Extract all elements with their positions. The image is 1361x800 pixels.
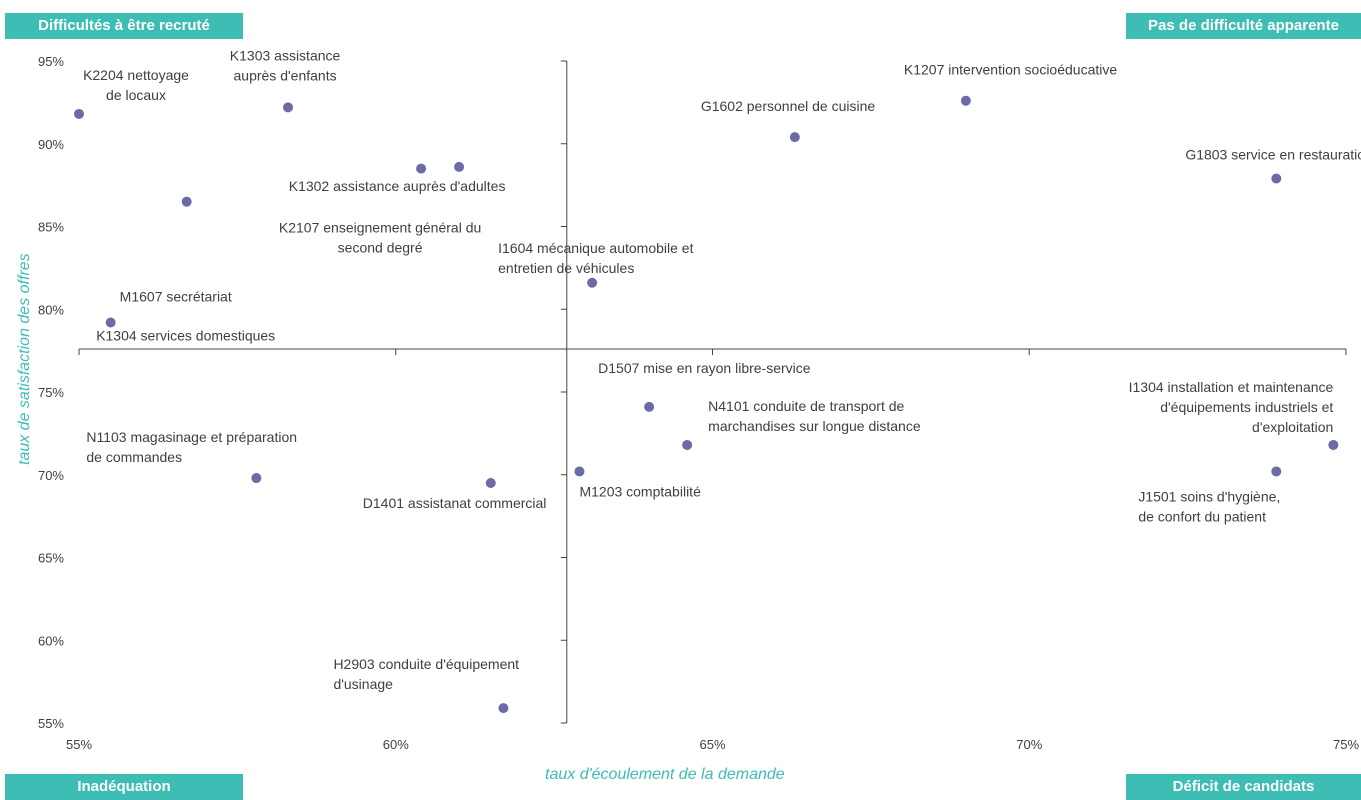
data-label-line: d'exploitation	[1252, 419, 1333, 435]
data-label: I1604 mécanique automobile et entretien d…	[498, 240, 693, 276]
data-label: M1203 comptabilité	[579, 483, 701, 499]
y-tick-label: 85%	[38, 220, 64, 235]
data-label-line: K1304 services domestiques	[96, 328, 275, 344]
x-tick-label: 70%	[1016, 737, 1042, 752]
data-point	[682, 440, 692, 450]
x-tick-label: 60%	[383, 737, 409, 752]
y-tick-label: 90%	[38, 137, 64, 152]
data-label-line: K1207 intervention socioéducative	[904, 62, 1117, 78]
data-label-line: I1604 mécanique automobile et	[498, 240, 693, 256]
data-label-line: G1803 service en restauration	[1185, 147, 1361, 163]
data-label: J1501 soins d'hygiène, de confort du pati…	[1138, 488, 1280, 524]
data-label-line: auprès d'enfants	[234, 67, 337, 83]
data-point	[587, 278, 597, 288]
data-label-line: M1203 comptabilité	[579, 483, 701, 499]
data-point	[74, 109, 84, 119]
data-label-line: marchandises sur longue distance	[708, 418, 921, 434]
data-point	[486, 478, 496, 488]
data-label-line: M1607 secrétariat	[120, 288, 232, 304]
y-tick-label: 75%	[38, 385, 64, 400]
y-tick-label: 55%	[38, 716, 64, 731]
data-point	[106, 317, 116, 327]
data-label: D1401 assistanat commercial	[363, 495, 547, 511]
y-tick-label: 60%	[38, 633, 64, 648]
data-label: H2903 conduite d'équipement d'usinage	[333, 656, 519, 692]
data-label: G1803 service en restauration	[1185, 147, 1361, 163]
x-tick-label: 75%	[1333, 737, 1359, 752]
data-label-line: J1501 soins d'hygiène,	[1138, 488, 1280, 504]
data-label-line: G1602 personnel de cuisine	[701, 98, 876, 114]
data-label-line: de locaux	[106, 87, 166, 103]
y-tick-label: 65%	[38, 551, 64, 566]
x-axis-title: taux d'écoulement de la demande	[545, 766, 785, 784]
data-label: D1507 mise en rayon libre-service	[598, 360, 811, 376]
data-point	[1271, 174, 1281, 184]
y-tick-label: 95%	[38, 54, 64, 69]
x-tick-label: 55%	[66, 737, 92, 752]
data-label-line: K1303 assistance	[230, 47, 341, 63]
data-label: G1602 personnel de cuisine	[701, 98, 876, 114]
data-label-line: I1304 installation et maintenance	[1129, 379, 1334, 395]
data-label-line: K2107 enseignement général du	[279, 220, 481, 236]
data-label-line: D1507 mise en rayon libre-service	[598, 360, 811, 376]
data-label-line: N4101 conduite de transport de	[708, 398, 904, 414]
data-label-line: de commandes	[86, 449, 182, 465]
data-label-line: D1401 assistanat commercial	[363, 495, 547, 511]
data-point	[1328, 440, 1338, 450]
data-label-line: d'équipements industriels et	[1160, 399, 1333, 415]
data-label: I1304 installation et maintenance d'équip…	[1129, 379, 1334, 435]
data-point	[283, 102, 293, 112]
data-label: M1607 secrétariat	[120, 288, 232, 304]
data-label: K1302 assistance auprès d'adultes	[289, 178, 506, 194]
data-label-line: K1302 assistance auprès d'adultes	[289, 178, 506, 194]
data-label-line: entretien de véhicules	[498, 260, 634, 276]
data-point	[454, 162, 464, 172]
data-point	[251, 473, 261, 483]
data-label: K1303 assistance auprès d'enfants	[230, 47, 341, 83]
data-point	[574, 466, 584, 476]
y-axis-title: taux de satisfaction des offres	[16, 253, 34, 465]
data-label-line: d'usinage	[333, 676, 393, 692]
y-tick-label: 80%	[38, 302, 64, 317]
data-label: N1103 magasinage et préparation de comman…	[86, 429, 297, 465]
data-label-line: de confort du patient	[1138, 508, 1266, 524]
data-point	[498, 703, 508, 713]
data-label: N4101 conduite de transport de marchandis…	[708, 398, 921, 434]
x-tick-label: 65%	[699, 737, 725, 752]
data-point	[416, 164, 426, 174]
data-point	[790, 132, 800, 142]
data-label: K1207 intervention socioéducative	[904, 62, 1117, 78]
data-label-line: H2903 conduite d'équipement	[333, 656, 519, 672]
data-label: K2204 nettoyage de locaux	[83, 67, 189, 103]
data-point	[1271, 466, 1281, 476]
data-point	[182, 197, 192, 207]
data-label-line: N1103 magasinage et préparation	[86, 429, 297, 445]
data-label-line: K2204 nettoyage	[83, 67, 189, 83]
data-label-line: second degré	[338, 240, 423, 256]
data-point	[961, 96, 971, 106]
data-point	[644, 402, 654, 412]
data-label: K2107 enseignement général du second degr…	[279, 220, 481, 256]
data-label: K1304 services domestiques	[96, 328, 275, 344]
y-tick-label: 70%	[38, 468, 64, 483]
